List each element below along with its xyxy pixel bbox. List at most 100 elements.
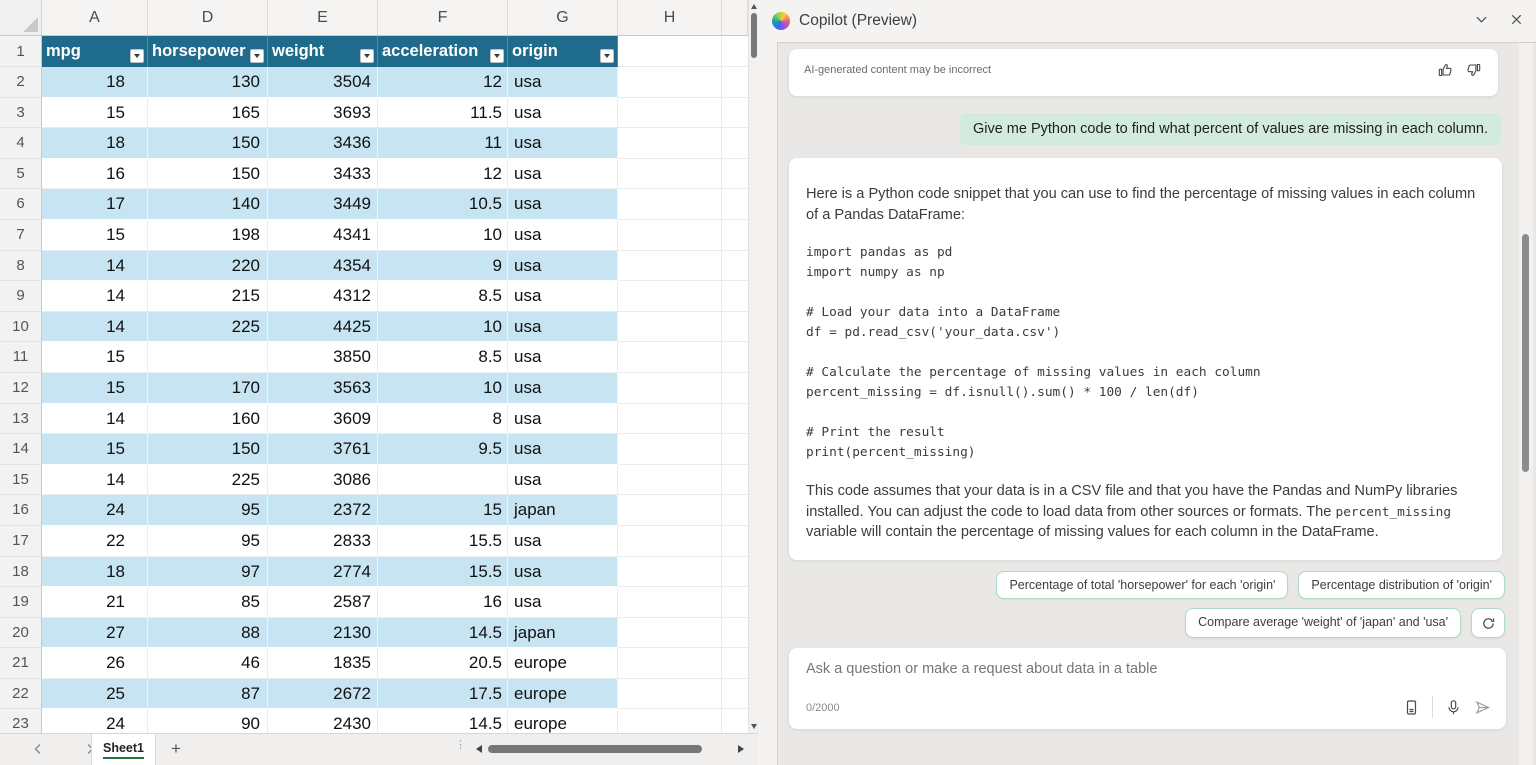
cell-origin[interactable]: usa [508, 342, 618, 373]
refresh-suggestions-button[interactable] [1471, 608, 1505, 638]
cell-acceleration[interactable]: 10 [378, 311, 508, 343]
cell-origin[interactable]: usa [508, 311, 618, 343]
column-header-a[interactable]: A [42, 0, 148, 35]
cell-acceleration[interactable]: 10.5 [378, 189, 508, 220]
row-number[interactable]: 23 [0, 709, 42, 733]
cell-empty[interactable] [722, 617, 748, 649]
cell-empty[interactable] [618, 158, 722, 190]
splitter-handle-icon[interactable]: ⋮ [455, 739, 466, 751]
row-number[interactable]: 9 [0, 281, 42, 312]
row-number[interactable]: 2 [0, 67, 42, 98]
cell-acceleration[interactable]: 10 [378, 219, 508, 251]
row-number[interactable]: 16 [0, 495, 42, 526]
cell-mpg[interactable]: 18 [42, 556, 148, 588]
prev-sheet-icon[interactable] [30, 741, 46, 757]
cell-origin[interactable]: usa [508, 128, 618, 159]
prompt-guide-icon[interactable] [1403, 699, 1420, 716]
cell-origin[interactable]: usa [508, 464, 618, 496]
cell-empty[interactable] [618, 372, 722, 404]
cell-horsepower[interactable]: 88 [148, 617, 268, 649]
filter-dropdown-icon[interactable] [130, 49, 144, 63]
table-header-origin[interactable]: origin [508, 36, 618, 67]
cell-weight[interactable]: 3693 [268, 97, 378, 129]
cell-weight[interactable]: 3563 [268, 372, 378, 404]
cell-acceleration[interactable] [378, 464, 508, 496]
suggestion-chip[interactable]: Percentage distribution of 'origin' [1298, 571, 1505, 599]
table-header-acceleration[interactable]: acceleration [378, 36, 508, 67]
suggestion-chip[interactable]: Percentage of total 'horsepower' for eac… [996, 571, 1289, 599]
cell-acceleration[interactable]: 8.5 [378, 342, 508, 373]
cell-horsepower[interactable]: 160 [148, 403, 268, 435]
cell-horsepower[interactable]: 165 [148, 97, 268, 129]
cell-mpg[interactable]: 14 [42, 311, 148, 343]
cell-origin[interactable]: usa [508, 97, 618, 129]
cell-origin[interactable]: usa [508, 556, 618, 588]
cell-origin[interactable]: usa [508, 250, 618, 282]
cell-mpg[interactable]: 15 [42, 97, 148, 129]
send-icon[interactable] [1474, 699, 1491, 716]
cell-empty[interactable] [618, 403, 722, 435]
cell-origin[interactable]: usa [508, 434, 618, 465]
cell-acceleration[interactable]: 8.5 [378, 281, 508, 312]
cell-empty[interactable] [722, 128, 748, 159]
column-header-partial[interactable] [722, 0, 748, 35]
cell-mpg[interactable]: 14 [42, 281, 148, 312]
cell-horsepower[interactable]: 95 [148, 525, 268, 557]
cell-weight[interactable]: 2372 [268, 495, 378, 526]
vertical-scroll-handle[interactable] [751, 13, 757, 58]
cell-empty[interactable] [722, 219, 748, 251]
column-header-g[interactable]: G [508, 0, 618, 35]
sheet-tab[interactable]: Sheet1 [91, 734, 156, 765]
cell-horsepower[interactable]: 225 [148, 464, 268, 496]
column-header-d[interactable]: D [148, 0, 268, 35]
cell-empty[interactable] [722, 464, 748, 496]
cell-mpg[interactable]: 25 [42, 678, 148, 710]
cell-empty[interactable] [618, 678, 722, 710]
cell-acceleration[interactable]: 17.5 [378, 678, 508, 710]
cell-empty[interactable] [722, 587, 748, 618]
cell-horsepower[interactable]: 225 [148, 311, 268, 343]
cell-mpg[interactable]: 21 [42, 587, 148, 618]
cell-acceleration[interactable]: 15 [378, 495, 508, 526]
cell-weight[interactable]: 3449 [268, 189, 378, 220]
row-number[interactable]: 22 [0, 678, 42, 710]
cell-origin[interactable]: usa [508, 372, 618, 404]
cell-acceleration[interactable]: 15.5 [378, 556, 508, 588]
cell-weight[interactable]: 3850 [268, 342, 378, 373]
cell-mpg[interactable]: 15 [42, 342, 148, 373]
cell-empty[interactable] [722, 342, 748, 373]
cell-empty[interactable] [722, 495, 748, 526]
cell-empty[interactable] [722, 67, 748, 98]
cell-acceleration[interactable]: 10 [378, 372, 508, 404]
cell-origin[interactable]: usa [508, 525, 618, 557]
cell-origin[interactable]: europe [508, 678, 618, 710]
filter-dropdown-icon[interactable] [490, 49, 504, 63]
cell-origin[interactable]: europe [508, 648, 618, 679]
cell-empty[interactable] [722, 525, 748, 557]
column-header-h[interactable]: H [618, 0, 722, 35]
row-number[interactable]: 8 [0, 250, 42, 282]
cell-mpg[interactable]: 22 [42, 525, 148, 557]
cell-mpg[interactable]: 14 [42, 464, 148, 496]
cell-empty[interactable] [618, 311, 722, 343]
microphone-icon[interactable] [1445, 699, 1462, 716]
cell-weight[interactable]: 2587 [268, 587, 378, 618]
cell-empty[interactable] [722, 36, 748, 67]
cell-empty[interactable] [618, 128, 722, 159]
cell-weight[interactable]: 3504 [268, 67, 378, 98]
row-number[interactable]: 19 [0, 587, 42, 618]
chat-input-box[interactable]: Ask a question or make a request about d… [789, 648, 1506, 729]
cell-mpg[interactable]: 17 [42, 189, 148, 220]
cell-origin[interactable]: usa [508, 158, 618, 190]
cell-weight[interactable]: 3433 [268, 158, 378, 190]
cell-mpg[interactable]: 15 [42, 219, 148, 251]
cell-empty[interactable] [618, 464, 722, 496]
thumbs-up-icon[interactable] [1437, 62, 1453, 78]
cell-empty[interactable] [722, 158, 748, 190]
cell-empty[interactable] [618, 709, 722, 733]
cell-weight[interactable]: 3609 [268, 403, 378, 435]
close-icon[interactable] [1509, 12, 1524, 27]
row-number[interactable]: 12 [0, 372, 42, 404]
cell-weight[interactable]: 2130 [268, 617, 378, 649]
cell-horsepower[interactable]: 130 [148, 67, 268, 98]
